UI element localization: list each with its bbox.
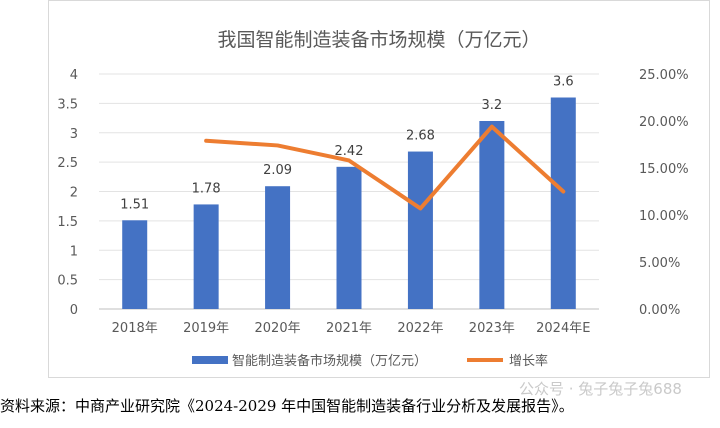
bar-value-label: 2.68 <box>406 129 435 144</box>
x-tick-label: 2024年E <box>536 321 590 336</box>
line-layer <box>204 124 566 211</box>
y-left-tick-label: 3 <box>70 127 78 142</box>
bar-value-label: 2.42 <box>335 144 364 159</box>
source-note: 资料来源：中商产业研究院《2024-2029 年中国智能制造装备行业分析及发展报… <box>0 397 574 415</box>
watermark: 公众号 · 兔子兔子兔688 <box>519 380 682 398</box>
y-left-tick-label: 4 <box>70 68 78 83</box>
axis-layer: 0 0.5 1 1.5 2 2.5 3 3.5 4 0.00% 5.00% 10.00% 15.00% 2… <box>57 68 688 336</box>
bar-value-label: 1.51 <box>120 197 149 212</box>
y-left-tick-label: 1 <box>70 244 78 259</box>
bar-layer: 1.51 1.78 2.09 2.42 2.68 3.2 3.6 <box>120 75 576 309</box>
x-tick-label: 2018年 <box>112 321 158 336</box>
bar-value-label: 2.09 <box>263 163 292 178</box>
y-right-tick-label: 10.00% <box>639 209 689 224</box>
legend-bar-label: 智能制造装备市场规模（万亿元） <box>232 353 427 369</box>
bar <box>407 151 433 309</box>
x-tick-label: 2023年 <box>469 321 515 336</box>
y-left-tick-label: 2 <box>70 186 78 201</box>
y-left-tick-label: 2.5 <box>57 156 78 171</box>
y-right-tick-label: 20.00% <box>639 115 689 130</box>
bar <box>265 186 291 309</box>
x-tick-label: 2021年 <box>326 321 372 336</box>
x-tick-label: 2022年 <box>397 321 443 336</box>
y-right-tick-label: 15.00% <box>639 162 689 177</box>
y-left-tick-label: 0.5 <box>57 274 78 289</box>
bar <box>122 220 148 309</box>
bar-value-label: 1.78 <box>192 181 221 196</box>
y-right-tick-label: 0.00% <box>639 303 680 318</box>
chart-frame: 我国智能制造装备市场规模（万亿元） 1.51 1.78 2.09 2.42 2.68 3.… <box>48 0 710 378</box>
y-right-tick-label: 5.00% <box>639 256 680 271</box>
chart-svg: 我国智能制造装备市场规模（万亿元） 1.511.782.092.422.683.… <box>57 29 688 369</box>
bar <box>193 204 219 309</box>
legend-bar-swatch <box>192 356 228 364</box>
y-right-tick-label: 25.00% <box>639 68 689 83</box>
bar-value-label: 3.6 <box>553 75 574 90</box>
y-left-tick-label: 0 <box>70 303 78 318</box>
growth-line <box>204 124 566 211</box>
y-left-tick-label: 3.5 <box>57 97 78 112</box>
legend: 智能制造装备市场规模（万亿元） 增长率 <box>192 353 548 369</box>
chart-title: 我国智能制造装备市场规模（万亿元） <box>217 29 540 51</box>
bar <box>550 97 576 309</box>
x-tick-label: 2020年 <box>255 321 301 336</box>
bar-value-label: 3.2 <box>482 98 503 113</box>
legend-line-label: 增长率 <box>509 353 548 369</box>
bar <box>479 121 505 309</box>
bar <box>336 166 362 309</box>
y-left-tick-label: 1.5 <box>57 215 78 230</box>
x-tick-label: 2019年 <box>183 321 229 336</box>
